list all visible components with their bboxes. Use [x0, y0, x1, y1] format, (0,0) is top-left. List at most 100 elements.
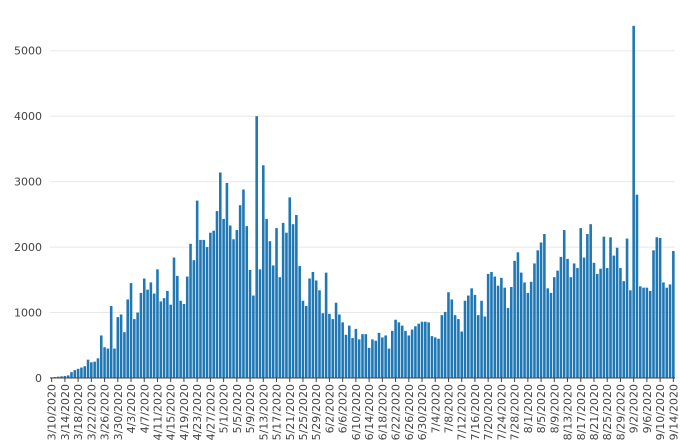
- bar: [314, 280, 318, 378]
- bar: [390, 330, 394, 378]
- bar: [318, 290, 321, 378]
- y-tick-label: 3000: [14, 176, 42, 189]
- bar: [278, 277, 282, 378]
- x-tick-label: 3/18/2020: [72, 384, 85, 440]
- bar: [271, 265, 275, 378]
- bar: [665, 287, 669, 378]
- bar: [195, 200, 199, 378]
- x-tick-label: 5/17/2020: [271, 384, 284, 440]
- bar: [179, 300, 182, 378]
- bar: [357, 339, 361, 378]
- bar: [526, 292, 530, 378]
- bar: [347, 325, 351, 378]
- bar: [116, 317, 120, 378]
- bar: [262, 165, 265, 378]
- bar: [430, 336, 434, 378]
- bar: [500, 277, 503, 378]
- bar: [291, 224, 295, 378]
- x-tick-label: 5/1/2020: [218, 384, 231, 433]
- x-tick-label: 3/14/2020: [59, 384, 72, 440]
- bar: [341, 322, 344, 378]
- bar: [467, 295, 470, 378]
- bar: [457, 319, 460, 378]
- bar: [311, 271, 315, 378]
- bar: [493, 276, 497, 378]
- x-tick-label: 4/3/2020: [125, 384, 138, 433]
- bar: [652, 250, 655, 378]
- bar: [212, 230, 215, 378]
- bar: [338, 314, 341, 378]
- bar: [152, 293, 156, 378]
- bar: [381, 337, 384, 378]
- bar: [185, 276, 189, 378]
- bar: [146, 289, 149, 378]
- bar: [648, 290, 652, 378]
- bar: [437, 338, 440, 378]
- bar: [202, 239, 206, 378]
- bar: [301, 300, 305, 378]
- x-tick-label: 4/7/2020: [138, 384, 151, 433]
- bar: [433, 337, 437, 378]
- bar: [622, 281, 626, 378]
- bar: [410, 329, 414, 378]
- bar: [440, 315, 444, 378]
- bar: [129, 283, 133, 378]
- bar: [559, 256, 563, 378]
- bar: [199, 239, 202, 378]
- bar: [460, 331, 463, 378]
- bar: [602, 236, 606, 378]
- bar: [513, 260, 516, 378]
- bar: [427, 322, 430, 378]
- x-tick-label: 7/16/2020: [469, 384, 482, 440]
- bar: [215, 211, 219, 378]
- bar: [73, 370, 77, 378]
- bar: [470, 288, 473, 378]
- bar: [351, 338, 354, 378]
- bar: [635, 194, 639, 378]
- bar: [384, 335, 387, 378]
- bar: [242, 189, 245, 378]
- bar: [579, 228, 583, 378]
- bar: [576, 268, 579, 378]
- bar: [453, 315, 457, 378]
- bar: [510, 287, 513, 378]
- bar: [361, 334, 364, 378]
- x-tick-label: 8/1/2020: [522, 384, 535, 433]
- x-tick-label: 8/29/2020: [614, 384, 627, 440]
- bar: [443, 311, 447, 378]
- bar: [589, 224, 592, 378]
- x-tick-label: 5/9/2020: [244, 384, 257, 433]
- bar: [255, 116, 258, 379]
- bar: [374, 340, 378, 378]
- bar: [328, 313, 331, 378]
- bar: [258, 269, 262, 378]
- x-tick-label: 8/17/2020: [575, 384, 588, 440]
- bar: [205, 247, 209, 378]
- bar: [496, 285, 500, 378]
- x-tick-label: 7/28/2020: [509, 384, 522, 440]
- bar: [371, 339, 374, 378]
- bar: [225, 182, 229, 378]
- bar: [222, 218, 225, 378]
- x-tick-label: 8/9/2020: [548, 384, 561, 433]
- bar: [592, 262, 596, 378]
- bar: [331, 319, 335, 378]
- x-tick-label: 7/24/2020: [495, 384, 508, 440]
- x-tick-label: 4/19/2020: [178, 384, 191, 440]
- bar: [539, 242, 543, 378]
- bar: [113, 348, 116, 378]
- x-tick-label: 8/21/2020: [588, 384, 601, 440]
- x-tick-label: 5/29/2020: [310, 384, 323, 440]
- bar: [503, 287, 506, 378]
- x-tick-label: 6/26/2020: [403, 384, 416, 440]
- bar: [662, 282, 665, 378]
- x-tick-label: 4/15/2020: [165, 384, 178, 440]
- bar: [546, 288, 549, 378]
- bar: [166, 290, 169, 378]
- x-tick-label: 6/6/2020: [337, 384, 350, 433]
- bar: [516, 252, 520, 378]
- bar: [655, 237, 659, 378]
- bar: [245, 226, 249, 378]
- bar: [86, 359, 90, 378]
- bar: [232, 239, 235, 378]
